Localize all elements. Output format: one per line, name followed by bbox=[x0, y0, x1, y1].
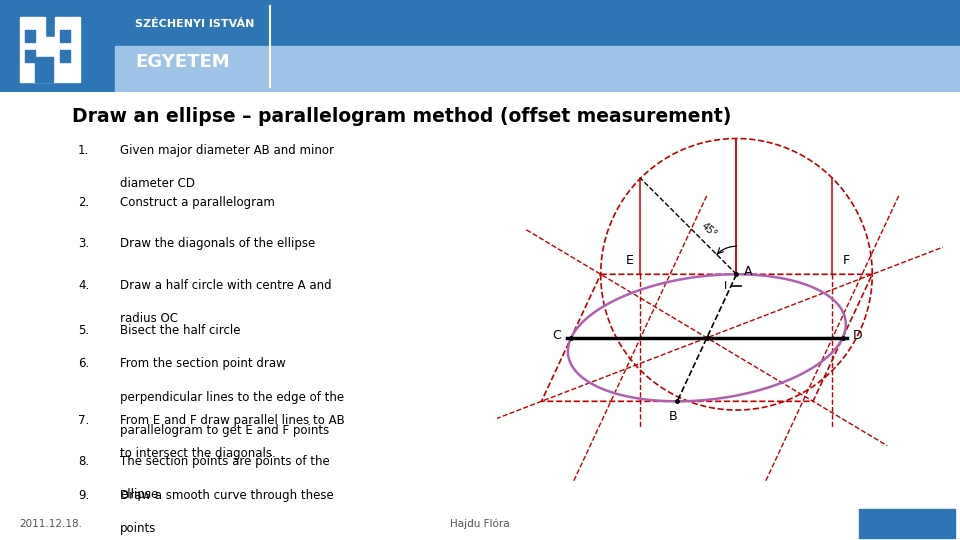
Text: I: I bbox=[725, 281, 728, 291]
Text: 1.: 1. bbox=[78, 144, 89, 157]
Text: EGYETEM: EGYETEM bbox=[135, 53, 229, 71]
Text: Draw a half circle with centre A and: Draw a half circle with centre A and bbox=[120, 279, 332, 292]
Bar bbox=[115, 0, 960, 46]
Text: 4.: 4. bbox=[78, 279, 89, 292]
Text: SZÉCHENYI ISTVÁN: SZÉCHENYI ISTVÁN bbox=[135, 19, 254, 29]
Text: The section points are points of the: The section points are points of the bbox=[120, 455, 330, 468]
Text: D: D bbox=[853, 329, 863, 342]
Bar bbox=[25, 30, 35, 42]
Bar bbox=[35, 57, 53, 82]
Text: diameter CD: diameter CD bbox=[120, 177, 195, 190]
Text: Draw an ellipse – parallelogram method (offset measurement): Draw an ellipse – parallelogram method (… bbox=[72, 106, 732, 126]
Bar bbox=[60, 50, 70, 62]
Text: Draw the diagonals of the ellipse: Draw the diagonals of the ellipse bbox=[120, 238, 316, 251]
Text: E: E bbox=[626, 254, 634, 267]
Polygon shape bbox=[20, 17, 80, 82]
Text: Construct a parallelogram: Construct a parallelogram bbox=[120, 196, 276, 209]
Text: 2011.12.18.: 2011.12.18. bbox=[19, 519, 83, 529]
Text: From E and F draw parallel lines to AB: From E and F draw parallel lines to AB bbox=[120, 414, 345, 427]
Text: 9.: 9. bbox=[78, 489, 89, 502]
Text: From the section point draw: From the section point draw bbox=[120, 357, 286, 370]
Text: points: points bbox=[120, 522, 156, 535]
Text: 3.: 3. bbox=[78, 238, 89, 251]
Bar bbox=[859, 509, 955, 538]
Text: perpendicular lines to the edge of the: perpendicular lines to the edge of the bbox=[120, 390, 345, 403]
Text: A: A bbox=[743, 265, 752, 278]
Text: ellipse: ellipse bbox=[120, 488, 158, 501]
Bar bbox=[0, 0, 115, 92]
Bar bbox=[25, 50, 35, 62]
Text: 6.: 6. bbox=[78, 357, 89, 370]
Text: 7.: 7. bbox=[78, 414, 89, 427]
Text: 8.: 8. bbox=[78, 455, 89, 468]
Text: Given major diameter AB and minor: Given major diameter AB and minor bbox=[120, 144, 334, 157]
Text: C: C bbox=[552, 329, 561, 342]
Text: 5.: 5. bbox=[78, 323, 89, 337]
Text: 2.: 2. bbox=[78, 196, 89, 209]
Text: Hajdu Flóra: Hajdu Flóra bbox=[450, 518, 510, 529]
Bar bbox=[60, 30, 70, 42]
Text: Draw a smooth curve through these: Draw a smooth curve through these bbox=[120, 489, 334, 502]
Text: radius OC: radius OC bbox=[120, 312, 179, 325]
Text: F: F bbox=[843, 254, 851, 267]
Text: Bisect the half circle: Bisect the half circle bbox=[120, 323, 241, 337]
Text: 45°: 45° bbox=[700, 221, 719, 240]
Text: to intersect the diagonals.: to intersect the diagonals. bbox=[120, 447, 276, 460]
Text: B: B bbox=[668, 410, 677, 423]
Text: parallelogram to get E and F points: parallelogram to get E and F points bbox=[120, 423, 329, 436]
Bar bbox=[115, 46, 960, 92]
